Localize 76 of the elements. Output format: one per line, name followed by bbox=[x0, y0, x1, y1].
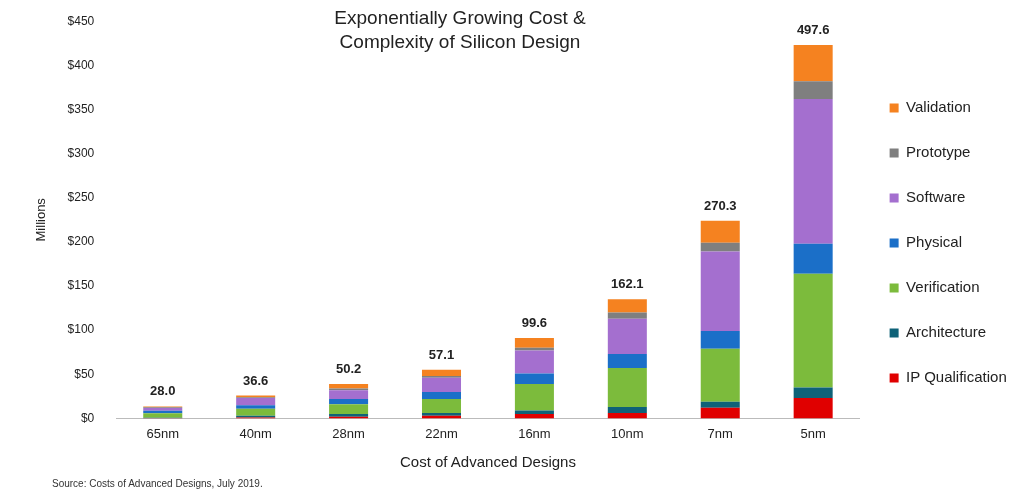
bar bbox=[329, 404, 369, 414]
chart-title: Exponentially Growing Cost & Complexity of Silicon Design bbox=[333, 6, 587, 54]
bar bbox=[607, 413, 647, 419]
bar bbox=[793, 81, 833, 99]
bar bbox=[421, 391, 462, 399]
y-tick-label: $250 bbox=[67, 190, 95, 205]
bar bbox=[514, 338, 554, 348]
legend-label: Architecture bbox=[906, 323, 987, 341]
y-tick-label: $400 bbox=[67, 57, 95, 72]
legend-label: Software bbox=[906, 188, 966, 206]
legend-label: Validation bbox=[906, 98, 971, 116]
bar bbox=[329, 398, 369, 405]
bar bbox=[514, 413, 554, 419]
source-note: Source: Costs of Advanced Designs, July 2019. bbox=[52, 478, 263, 489]
bar bbox=[329, 383, 369, 389]
annotation: 28.0 bbox=[150, 383, 176, 399]
bar bbox=[700, 242, 740, 252]
bar bbox=[514, 383, 554, 411]
bar bbox=[514, 373, 554, 384]
x-tick-label: 40nm bbox=[239, 425, 272, 441]
x-tick-label: 65nm bbox=[146, 425, 180, 441]
legend-label: Physical bbox=[906, 233, 962, 251]
legend-label: Verification bbox=[906, 278, 980, 296]
bar bbox=[143, 413, 183, 418]
bar bbox=[421, 398, 462, 414]
bar bbox=[607, 406, 647, 414]
bar bbox=[607, 318, 647, 354]
annotation: 497.6 bbox=[796, 22, 830, 38]
bar bbox=[793, 98, 833, 244]
x-axis-title: Cost of Advanced Designs bbox=[399, 453, 576, 471]
bar bbox=[793, 45, 833, 82]
x-tick-label: 22nm bbox=[425, 425, 458, 441]
legend-label: IP Qualification bbox=[906, 368, 1007, 386]
annotation: 99.6 bbox=[521, 315, 548, 331]
bar bbox=[607, 368, 647, 407]
bar bbox=[607, 299, 647, 313]
bar bbox=[421, 377, 462, 392]
bar bbox=[514, 410, 554, 414]
bar bbox=[607, 312, 647, 319]
y-tick-label: $200 bbox=[67, 234, 95, 249]
annotation: 50.2 bbox=[335, 361, 362, 377]
bar bbox=[236, 408, 276, 416]
x-tick-label: 7nm bbox=[707, 425, 733, 441]
annotation: 36.6 bbox=[243, 372, 269, 388]
bar bbox=[793, 398, 833, 419]
annotation: 270.3 bbox=[703, 197, 737, 213]
bar bbox=[793, 243, 833, 274]
x-tick-label: 16nm bbox=[518, 425, 551, 441]
bar bbox=[793, 273, 833, 388]
legend-label: Prototype bbox=[906, 143, 971, 161]
bar bbox=[700, 348, 740, 402]
y-tick-label: $150 bbox=[67, 278, 95, 293]
y-axis-title: Millions bbox=[33, 197, 49, 242]
annotation: 57.1 bbox=[428, 346, 455, 362]
y-tick-label: $300 bbox=[67, 145, 95, 160]
bar bbox=[607, 353, 647, 369]
bar bbox=[236, 398, 276, 406]
x-tick-label: 5nm bbox=[800, 425, 826, 441]
bar bbox=[421, 369, 462, 377]
y-tick-label: $100 bbox=[67, 322, 95, 337]
bar bbox=[700, 251, 740, 332]
bar bbox=[329, 390, 369, 399]
x-tick-label: 10nm bbox=[611, 425, 644, 441]
bar bbox=[793, 387, 833, 399]
bar bbox=[236, 405, 276, 409]
y-tick-label: $450 bbox=[67, 13, 95, 28]
y-tick-label: $350 bbox=[67, 101, 95, 116]
bar bbox=[700, 220, 740, 243]
bar bbox=[700, 401, 740, 408]
bar bbox=[700, 407, 740, 419]
y-tick-label: $50 bbox=[74, 366, 95, 381]
annotation: 162.1 bbox=[611, 276, 644, 292]
x-tick-label: 28nm bbox=[332, 425, 365, 441]
bar bbox=[514, 350, 554, 374]
y-tick-label: $0 bbox=[80, 410, 95, 425]
bar bbox=[700, 331, 740, 349]
